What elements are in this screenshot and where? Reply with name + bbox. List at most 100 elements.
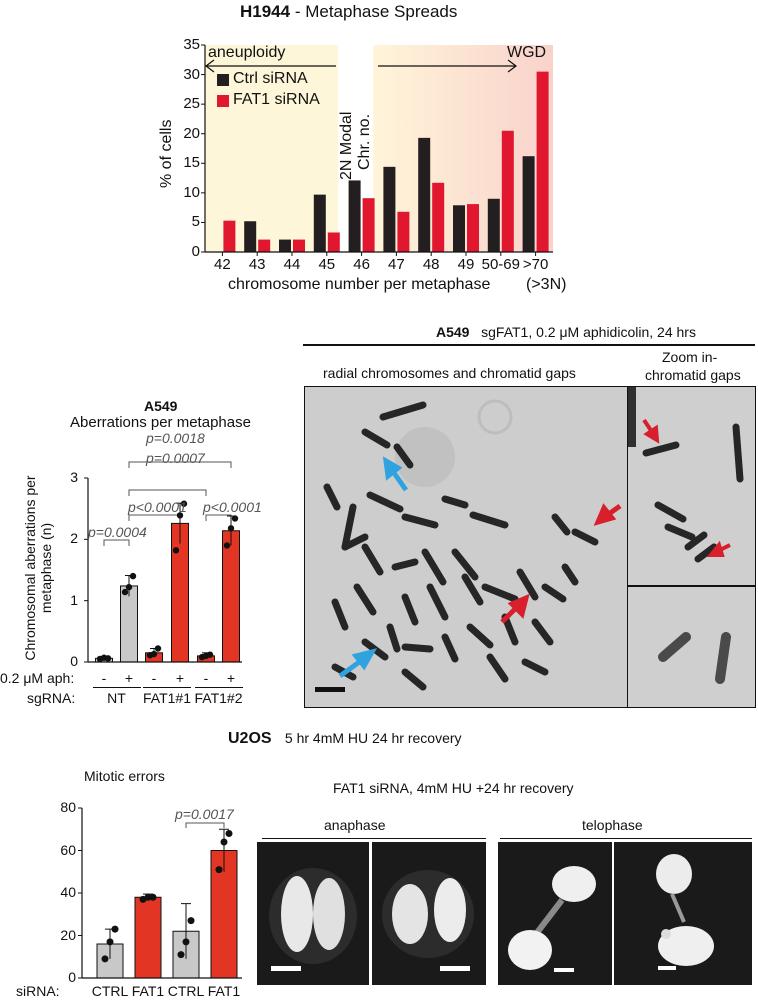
bar-fat1-1 (258, 239, 271, 252)
top-histogram (201, 44, 553, 256)
bar-ctrl-7 (453, 205, 465, 252)
aberration-bar-1 (120, 585, 138, 663)
sgrna-underline (143, 687, 191, 688)
bar-fat1-7 (467, 204, 479, 252)
top-ytick-label: 0 (191, 243, 200, 260)
bar-ctrl-9 (522, 156, 535, 252)
bot-ytick-label: 80 (60, 799, 76, 815)
bar-ctrl-3 (313, 194, 326, 252)
u2os-title-rest: 5 hr 4mM HU 24 hr recovery (284, 730, 462, 746)
top-xlabel: chromosome number per metaphase (228, 276, 491, 293)
anaphase-image-1 (257, 842, 369, 985)
u2os-title-bold: U2OS (228, 730, 272, 747)
telophase-image-1 (498, 842, 612, 985)
pvalue-label: p=0.0007 (146, 450, 205, 466)
top-ytick-label: 15 (183, 154, 200, 172)
data-point (187, 917, 195, 925)
top-xtick-label: 47 (388, 256, 405, 273)
data-point (176, 512, 184, 519)
top-extra-label: (>3N) (526, 276, 567, 293)
data-point (231, 515, 239, 522)
top-ytick-label: 25 (183, 95, 200, 113)
bot-ytick-label: 0 (68, 969, 76, 985)
bar-fat1-9 (536, 71, 549, 252)
top-xtick-label: >70 (522, 256, 549, 273)
modal-label-1: 2N Modal (338, 111, 355, 180)
bar-ctrl-6 (418, 137, 431, 252)
legend-fat1: FAT1 siRNA (233, 91, 320, 108)
top-ytick-label: 30 (183, 65, 200, 83)
micro-header: A549 sgFAT1, 0.2 μM aphidicolin, 24 hrs (436, 324, 696, 340)
pvalue-label: p=0.0004 (88, 524, 147, 540)
mitotic-bar-1 (134, 896, 162, 979)
sirna-value: CTRL (91, 983, 129, 999)
telophase-image-2 (614, 842, 752, 985)
mid-ytick-label: 1 (70, 591, 78, 608)
sgrna-underline (194, 687, 243, 688)
top-xtick-label: 44 (283, 256, 301, 273)
legend-ctrl: Ctrl siRNA (233, 70, 308, 87)
a549-chart-subtitle: Aberrations per metaphase (70, 414, 251, 431)
zoom-image-bottom (627, 586, 756, 708)
aberrations-chart (84, 461, 242, 663)
sirna-row-label: siRNA: (16, 983, 60, 999)
mitotic-errors-chart (78, 807, 242, 979)
significance-bracket (128, 514, 181, 521)
aph-value: + (124, 670, 134, 686)
bar-fat1-6 (432, 182, 445, 252)
data-point (177, 951, 185, 959)
mid-ylabel: Chromosomal aberrations per metaphase (n… (22, 475, 54, 661)
aph-value: + (226, 670, 236, 686)
top-xtick-label: 43 (248, 256, 266, 273)
bar-fat1-2 (293, 239, 305, 252)
bar-ctrl-5 (383, 166, 396, 252)
radial-label: radial chromosomes and chromatid gaps (323, 365, 576, 381)
sirna-value: FAT1 (131, 983, 165, 999)
a549-chart-title: A549 (144, 398, 178, 414)
bar-ctrl-2 (279, 239, 291, 252)
data-point (106, 938, 114, 946)
data-point (220, 838, 228, 846)
bar-fat1-8 (501, 130, 514, 252)
bar-fat1-0 (223, 220, 236, 252)
images-header: FAT1 siRNA, 4mM HU +24 hr recovery (333, 780, 574, 796)
bottom-pvalue: p=0.0017 (175, 806, 234, 822)
aph-row-label: 0.2 μM aph: (0, 670, 75, 686)
data-point (101, 955, 109, 963)
data-point (227, 525, 235, 532)
sgrna-value: FAT1#1 (143, 690, 191, 706)
data-point (129, 572, 137, 580)
anaphase-label: anaphase (324, 817, 386, 833)
data-point (182, 938, 190, 946)
bot-ytick-label: 60 (60, 841, 76, 858)
top-xtick-label: 48 (422, 256, 440, 273)
data-point (104, 655, 112, 662)
top-ytick-label: 20 (183, 124, 200, 142)
top-ytick-label: 5 (191, 213, 200, 231)
mitotic-errors-title: Mitotic errors (84, 768, 165, 784)
scale-bar-metaphase (315, 687, 345, 692)
data-point (180, 500, 188, 507)
sirna-value: FAT1 (207, 983, 241, 999)
micro-header-rule (303, 344, 755, 346)
bar-ctrl-8 (487, 198, 500, 252)
top-ytick-label: 35 (183, 36, 200, 53)
legend-swatch-ctrl (217, 74, 229, 86)
data-point (149, 893, 157, 901)
significance-bracket (103, 539, 130, 546)
zoom-image-top (627, 386, 756, 586)
top-title-rest: - Metaphase Spreads (290, 2, 458, 21)
modal-label-2: Chr. no. (356, 113, 373, 170)
sgrna-value: FAT1#2 (194, 690, 243, 706)
top-xtick-label: 49 (457, 256, 475, 273)
top-panel-title: H1944 - Metaphase Spreads (240, 2, 457, 22)
sgrna-value: NT (107, 690, 126, 706)
bar-ctrl-4 (348, 180, 361, 252)
wgd-label: WGD (507, 44, 547, 61)
aph-value: - (151, 670, 157, 686)
data-point (206, 651, 214, 658)
data-point (144, 893, 152, 901)
top-xtick-label: 46 (353, 256, 370, 273)
legend-swatch-fat1 (217, 95, 229, 107)
bar-fat1-4 (362, 198, 375, 252)
